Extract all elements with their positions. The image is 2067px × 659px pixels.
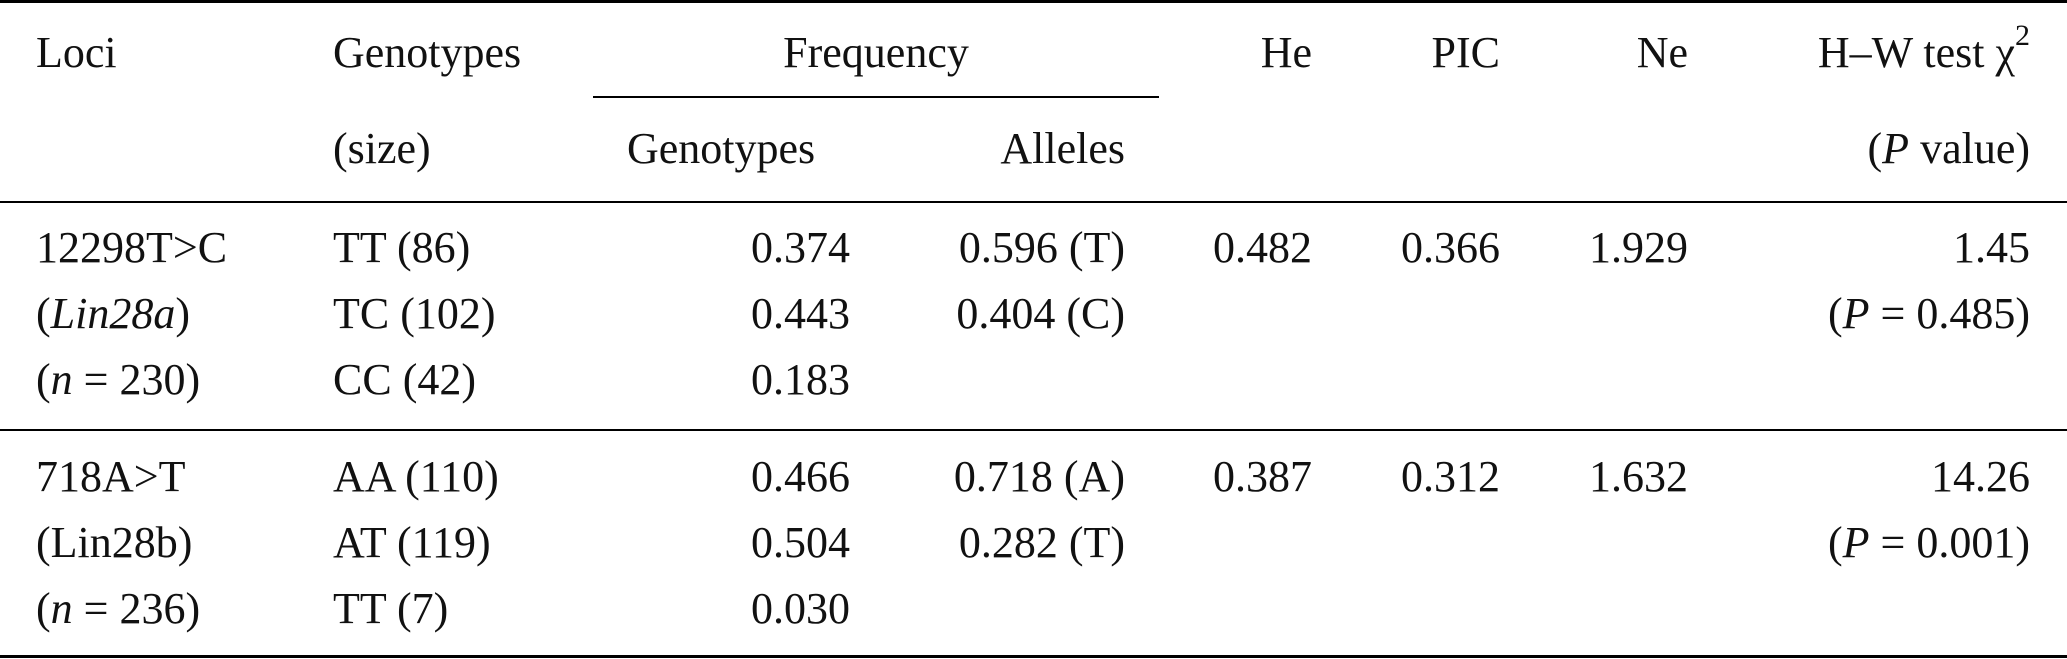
header-p-var: P xyxy=(1882,124,1910,173)
row1-genotype-1: TT (86) xyxy=(333,223,471,272)
row1-n-rest: = 230) xyxy=(72,355,201,404)
row2-pic: 0.312 xyxy=(1401,452,1500,501)
header-p-value: (P value) xyxy=(1700,116,2030,182)
header-bottom-rule xyxy=(0,201,2067,203)
row2-genotype-freq-1: 0.466 xyxy=(751,452,850,501)
top-rule xyxy=(0,0,2067,3)
header-hw-text: H–W test χ xyxy=(1817,28,2015,77)
row1-gene-close: ) xyxy=(175,289,191,338)
frequency-underline xyxy=(593,96,1159,98)
row2-p-open: ( xyxy=(1827,518,1843,567)
row1-p-rest: = 0.485) xyxy=(1869,289,2030,338)
row1-pic: 0.366 xyxy=(1401,223,1500,272)
row2-p-rest: = 0.001) xyxy=(1869,518,2030,567)
row1-p-open: ( xyxy=(1827,289,1843,338)
row1-n-var: n xyxy=(50,355,73,404)
header-p-open: ( xyxy=(1867,124,1883,173)
row2-genotype-1: AA (110) xyxy=(333,452,499,501)
header-ne: Ne xyxy=(1636,28,1688,77)
row1-gene-open: ( xyxy=(36,289,51,338)
row1-gene: (Lin28a) xyxy=(36,281,190,347)
row-separator-rule xyxy=(0,429,2067,431)
row2-gene: (Lin28b) xyxy=(36,518,193,567)
header-size: (size) xyxy=(333,124,431,173)
row2-genotype-2: AT (119) xyxy=(333,518,491,567)
row1-he: 0.482 xyxy=(1213,223,1312,272)
row2-genotype-3: TT (7) xyxy=(333,584,449,633)
row2-genotype-freq-2: 0.504 xyxy=(751,518,850,567)
header-hw-superscript: 2 xyxy=(2015,19,2030,52)
row2-he: 0.387 xyxy=(1213,452,1312,501)
row1-n: (n = 230) xyxy=(36,347,200,413)
header-freq-alleles: Alleles xyxy=(1000,124,1125,173)
row1-allele-2: 0.404 (C) xyxy=(956,289,1125,338)
row1-genotype-3: CC (42) xyxy=(333,355,476,404)
row2-genotype-freq-3: 0.030 xyxy=(751,584,850,633)
header-frequency: Frequency xyxy=(783,28,969,77)
row1-genotype-2: TC (102) xyxy=(333,289,496,338)
row2-allele-2: 0.282 (T) xyxy=(958,518,1125,567)
row1-gene-name: Lin28a xyxy=(50,289,176,338)
row1-genotype-freq-2: 0.443 xyxy=(751,289,850,338)
row1-n-open: ( xyxy=(36,355,51,404)
row2-p-value: (P = 0.001) xyxy=(1700,510,2030,576)
row1-genotype-freq-3: 0.183 xyxy=(751,355,850,404)
row2-locus: 718A>T xyxy=(36,452,186,501)
row2-n-var: n xyxy=(50,584,73,633)
row1-p-var: P xyxy=(1842,289,1870,338)
row1-chi2: 1.45 xyxy=(1953,223,2030,272)
header-he: He xyxy=(1260,28,1312,77)
row1-allele-1: 0.596 (T) xyxy=(958,223,1125,272)
header-hw-test: H–W test χ2 xyxy=(1700,20,2030,86)
row2-n-rest: = 236) xyxy=(72,584,201,633)
row1-ne: 1.929 xyxy=(1589,223,1688,272)
row2-p-var: P xyxy=(1842,518,1870,567)
header-loci: Loci xyxy=(36,28,117,77)
row2-n: (n = 236) xyxy=(36,576,200,642)
row2-allele-1: 0.718 (A) xyxy=(953,452,1125,501)
header-freq-genotypes: Genotypes xyxy=(627,124,816,173)
header-genotypes: Genotypes xyxy=(333,28,522,77)
header-p-rest: value) xyxy=(1909,124,2030,173)
bottom-rule xyxy=(0,655,2067,658)
row2-chi2: 14.26 xyxy=(1931,452,2030,501)
header-pic: PIC xyxy=(1431,28,1500,77)
row1-genotype-freq-1: 0.374 xyxy=(751,223,850,272)
row1-locus: 12298T>C xyxy=(36,223,228,272)
row2-ne: 1.632 xyxy=(1589,452,1688,501)
row2-n-open: ( xyxy=(36,584,51,633)
row1-p-value: (P = 0.485) xyxy=(1700,281,2030,347)
